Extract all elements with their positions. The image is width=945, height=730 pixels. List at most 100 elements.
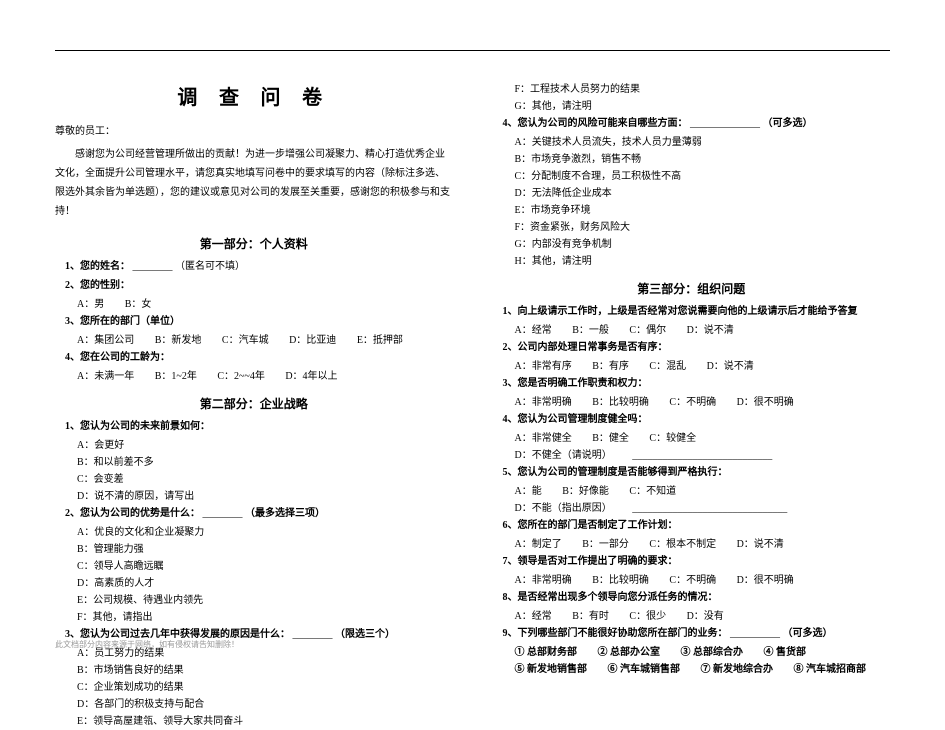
greeting: 尊敬的员工： [55, 122, 453, 137]
s3-q8-opts: A：经常 B：有时 C：很少 D：没有 [493, 608, 891, 625]
s3-q8-c: C：很少 [629, 611, 666, 622]
s3-q9-d: ④ 售货部 [764, 647, 807, 658]
blank: ________ [293, 629, 333, 640]
s1-q3-a: A：集团公司 [77, 335, 134, 346]
s2-q3-e: E：领导高屋建瓴、领导大家共同奋斗 [55, 713, 453, 730]
s1-q4-c: C：2~~4年 [217, 371, 265, 382]
s2-q4-e: E：市场竞争环境 [493, 202, 891, 219]
s1-q4-a: A：未满一年 [77, 371, 134, 382]
s3-q9-a: ① 总部财务部 [515, 647, 578, 658]
s3-q6-b: B：一部分 [582, 539, 629, 550]
right-column: F：工程技术人员努力的结果 G：其他，请注明 4、您认为公司的风险可能来自哪些方… [493, 81, 891, 730]
s3-q8-d: D：没有 [687, 611, 724, 622]
s3-q9-f: ⑥ 汽车城销售部 [608, 664, 681, 675]
s1-q1: 1、您的姓名： ________ （匿名可不填） [55, 258, 453, 275]
page: 调 查 问 卷 尊敬的员工： 感谢您为公司经营管理所做出的贡献！为进一步增强公司… [55, 50, 890, 730]
s3-q1-a: A：经常 [515, 325, 552, 336]
s2-q4-c: C：分配制度不合理，员工积极性不高 [493, 168, 891, 185]
s1-q4-b: B：1~2年 [155, 371, 197, 382]
s3-q7-b: B：比较明确 [592, 575, 649, 586]
s3-q4: 4、您认为公司管理制度健全吗： [493, 411, 891, 428]
s3-q9: 9、下列哪些部门不能很好协助您所在部门的业务： __________ （可多选） [493, 625, 891, 642]
s3-q2: 2、公司内部处理日常事务是否有序： [493, 339, 891, 356]
s1-q2-opts: A：男 B：女 [55, 296, 453, 313]
s2-q4-note: （可多选） [763, 118, 813, 129]
blank: ________ [133, 261, 173, 272]
s3-q1: 1、向上级请示工作时，上级是否经常对您说需要向他的上级请示后才能给予答复 [493, 303, 891, 320]
s2-q2: 2、您认为公司的优势是什么： ________ （最多选择三项） [55, 505, 453, 522]
s3-q4-c: C：较健全 [649, 433, 696, 444]
s2-q2-c: C：领导人高瞻远瞩 [55, 558, 453, 575]
s3-q4-a: A：非常健全 [515, 433, 572, 444]
s1-q3-e: E：抵押部 [357, 335, 403, 346]
s2-q4-a: A：关键技术人员流失，技术人员力量薄弱 [493, 134, 891, 151]
s3-q9-c: ③ 总部综合办 [681, 647, 744, 658]
s3-q4-b: B：健全 [592, 433, 629, 444]
s3-q6-label: 6、您所在的部门是否制定了工作计划： [503, 520, 678, 531]
s3-q7-d: D：很不明确 [737, 575, 794, 586]
s2-q2-b: B：管理能力强 [55, 541, 453, 558]
s2-q4-d: D：无法降低企业成本 [493, 185, 891, 202]
s3-q4-label: 4、您认为公司管理制度健全吗： [503, 414, 648, 425]
s1-q2-a: A：男 [77, 299, 104, 310]
s3-q5-opts-1: A：能 B：好像能 C：不知道 [493, 483, 891, 500]
s3-q1-d: D：说不清 [687, 325, 734, 336]
section2-title: 第二部分：企业战略 [55, 395, 453, 412]
s1-q4-opts: A：未满一年 B：1~2年 C：2~~4年 D：4年以上 [55, 368, 453, 385]
s3-q8-a: A：经常 [515, 611, 552, 622]
s3-q6-a: A：制定了 [515, 539, 562, 550]
s3-q1-c: C：偶尔 [629, 325, 666, 336]
s2-q1: 1、您认为公司的未来前景如何： [55, 418, 453, 435]
s1-q2-b: B：女 [125, 299, 152, 310]
s3-q3-a: A：非常明确 [515, 397, 572, 408]
s3-q5-b: B：好像能 [562, 486, 609, 497]
blank: ____________________________ [632, 450, 772, 461]
left-column: 调 查 问 卷 尊敬的员工： 感谢您为公司经营管理所做出的贡献！为进一步增强公司… [55, 81, 453, 730]
s1-q1-note: （匿名可不填） [175, 261, 245, 272]
s3-q2-a: A：非常有序 [515, 361, 572, 372]
s3-q3-d: D：很不明确 [737, 397, 794, 408]
s3-q1-opts: A：经常 B：一般 C：偶尔 D：说不清 [493, 322, 891, 339]
s2-q3-b: B：市场销售良好的结果 [55, 662, 453, 679]
s2-q1-d: D：说不清的原因，请写出 [55, 488, 453, 505]
s1-q3: 3、您所在的部门（单位） [55, 313, 453, 330]
s3-q2-opts: A：非常有序 B：有序 C：混乱 D：说不清 [493, 358, 891, 375]
s3-q6-d: D：说不清 [737, 539, 784, 550]
s3-q9-e: ⑤ 新发地销售部 [515, 664, 588, 675]
s1-q4-d: D：4年以上 [285, 371, 337, 382]
s2-q2-note: （最多选择三项） [245, 508, 325, 519]
s3-q8-b: B：有时 [572, 611, 609, 622]
intro-paragraph: 感谢您为公司经营管理所做出的贡献！为进一步增强公司凝聚力、精心打造优秀企业文化，… [55, 145, 453, 221]
s3-q5: 5、您认为公司的管理制度是否能够得到严格执行： [493, 464, 891, 481]
s3-q4-d: D：不健全（请说明） [515, 450, 612, 461]
s2-q3-d: D：各部门的积极支持与配合 [55, 696, 453, 713]
s3-q5-label: 5、您认为公司的管理制度是否能够得到严格执行： [503, 467, 728, 478]
s3-q5-opts-2: D：不能（指出原因） _____________________________… [493, 500, 891, 517]
s3-q4-opts-1: A：非常健全 B：健全 C：较健全 [493, 430, 891, 447]
s3-q3: 3、您是否明确工作职责和权力： [493, 375, 891, 392]
s2-q1-a: A：会更好 [55, 437, 453, 454]
s3-q6-c: C：根本不制定 [649, 539, 716, 550]
s3-q9-opts-2: ⑤ 新发地销售部 ⑥ 汽车城销售部 ⑦ 新发地综合办 ⑧ 汽车城招商部 [493, 661, 891, 678]
s1-q1-label: 1、您的姓名： [65, 261, 130, 272]
s3-q3-opts: A：非常明确 B：比较明确 C：不明确 D：很不明确 [493, 394, 891, 411]
s2-q2-label: 2、您认为公司的优势是什么： [65, 508, 200, 519]
s2-q4-b: B：市场竞争激烈，销售不畅 [493, 151, 891, 168]
blank: __________ [730, 628, 780, 639]
s2-q2-a: A：优良的文化和企业凝聚力 [55, 524, 453, 541]
s3-q2-d: D：说不清 [707, 361, 754, 372]
s3-q9-g: ⑦ 新发地综合办 [701, 664, 774, 675]
section3-title: 第三部分：组织问题 [493, 280, 891, 297]
s2-q1-label: 1、您认为公司的未来前景如何： [65, 421, 210, 432]
s2-q3-f: F：工程技术人员努力的结果 [493, 81, 891, 98]
s3-q5-d: D：不能（指出原因） [515, 503, 612, 514]
footer-disclaimer: 此文档部分内容来源于网络，如有侵权请告知删除！ [55, 639, 239, 650]
s3-q9-note: （可多选） [783, 628, 833, 639]
s3-q8-label: 8、是否经常出现多个领导向您分派任务的情况： [503, 592, 718, 603]
s3-q1-label: 1、向上级请示工作时，上级是否经常对您说需要向他的上级请示后才能给予答复 [503, 306, 858, 317]
s3-q4-opts-2: D：不健全（请说明） ____________________________ [493, 447, 891, 464]
s3-q7-c: C：不明确 [669, 575, 716, 586]
s2-q4-label: 4、您认为公司的风险可能来自哪些方面： [503, 118, 688, 129]
s3-q3-label: 3、您是否明确工作职责和权力： [503, 378, 648, 389]
s1-q2: 2、您的性别： [55, 277, 453, 294]
